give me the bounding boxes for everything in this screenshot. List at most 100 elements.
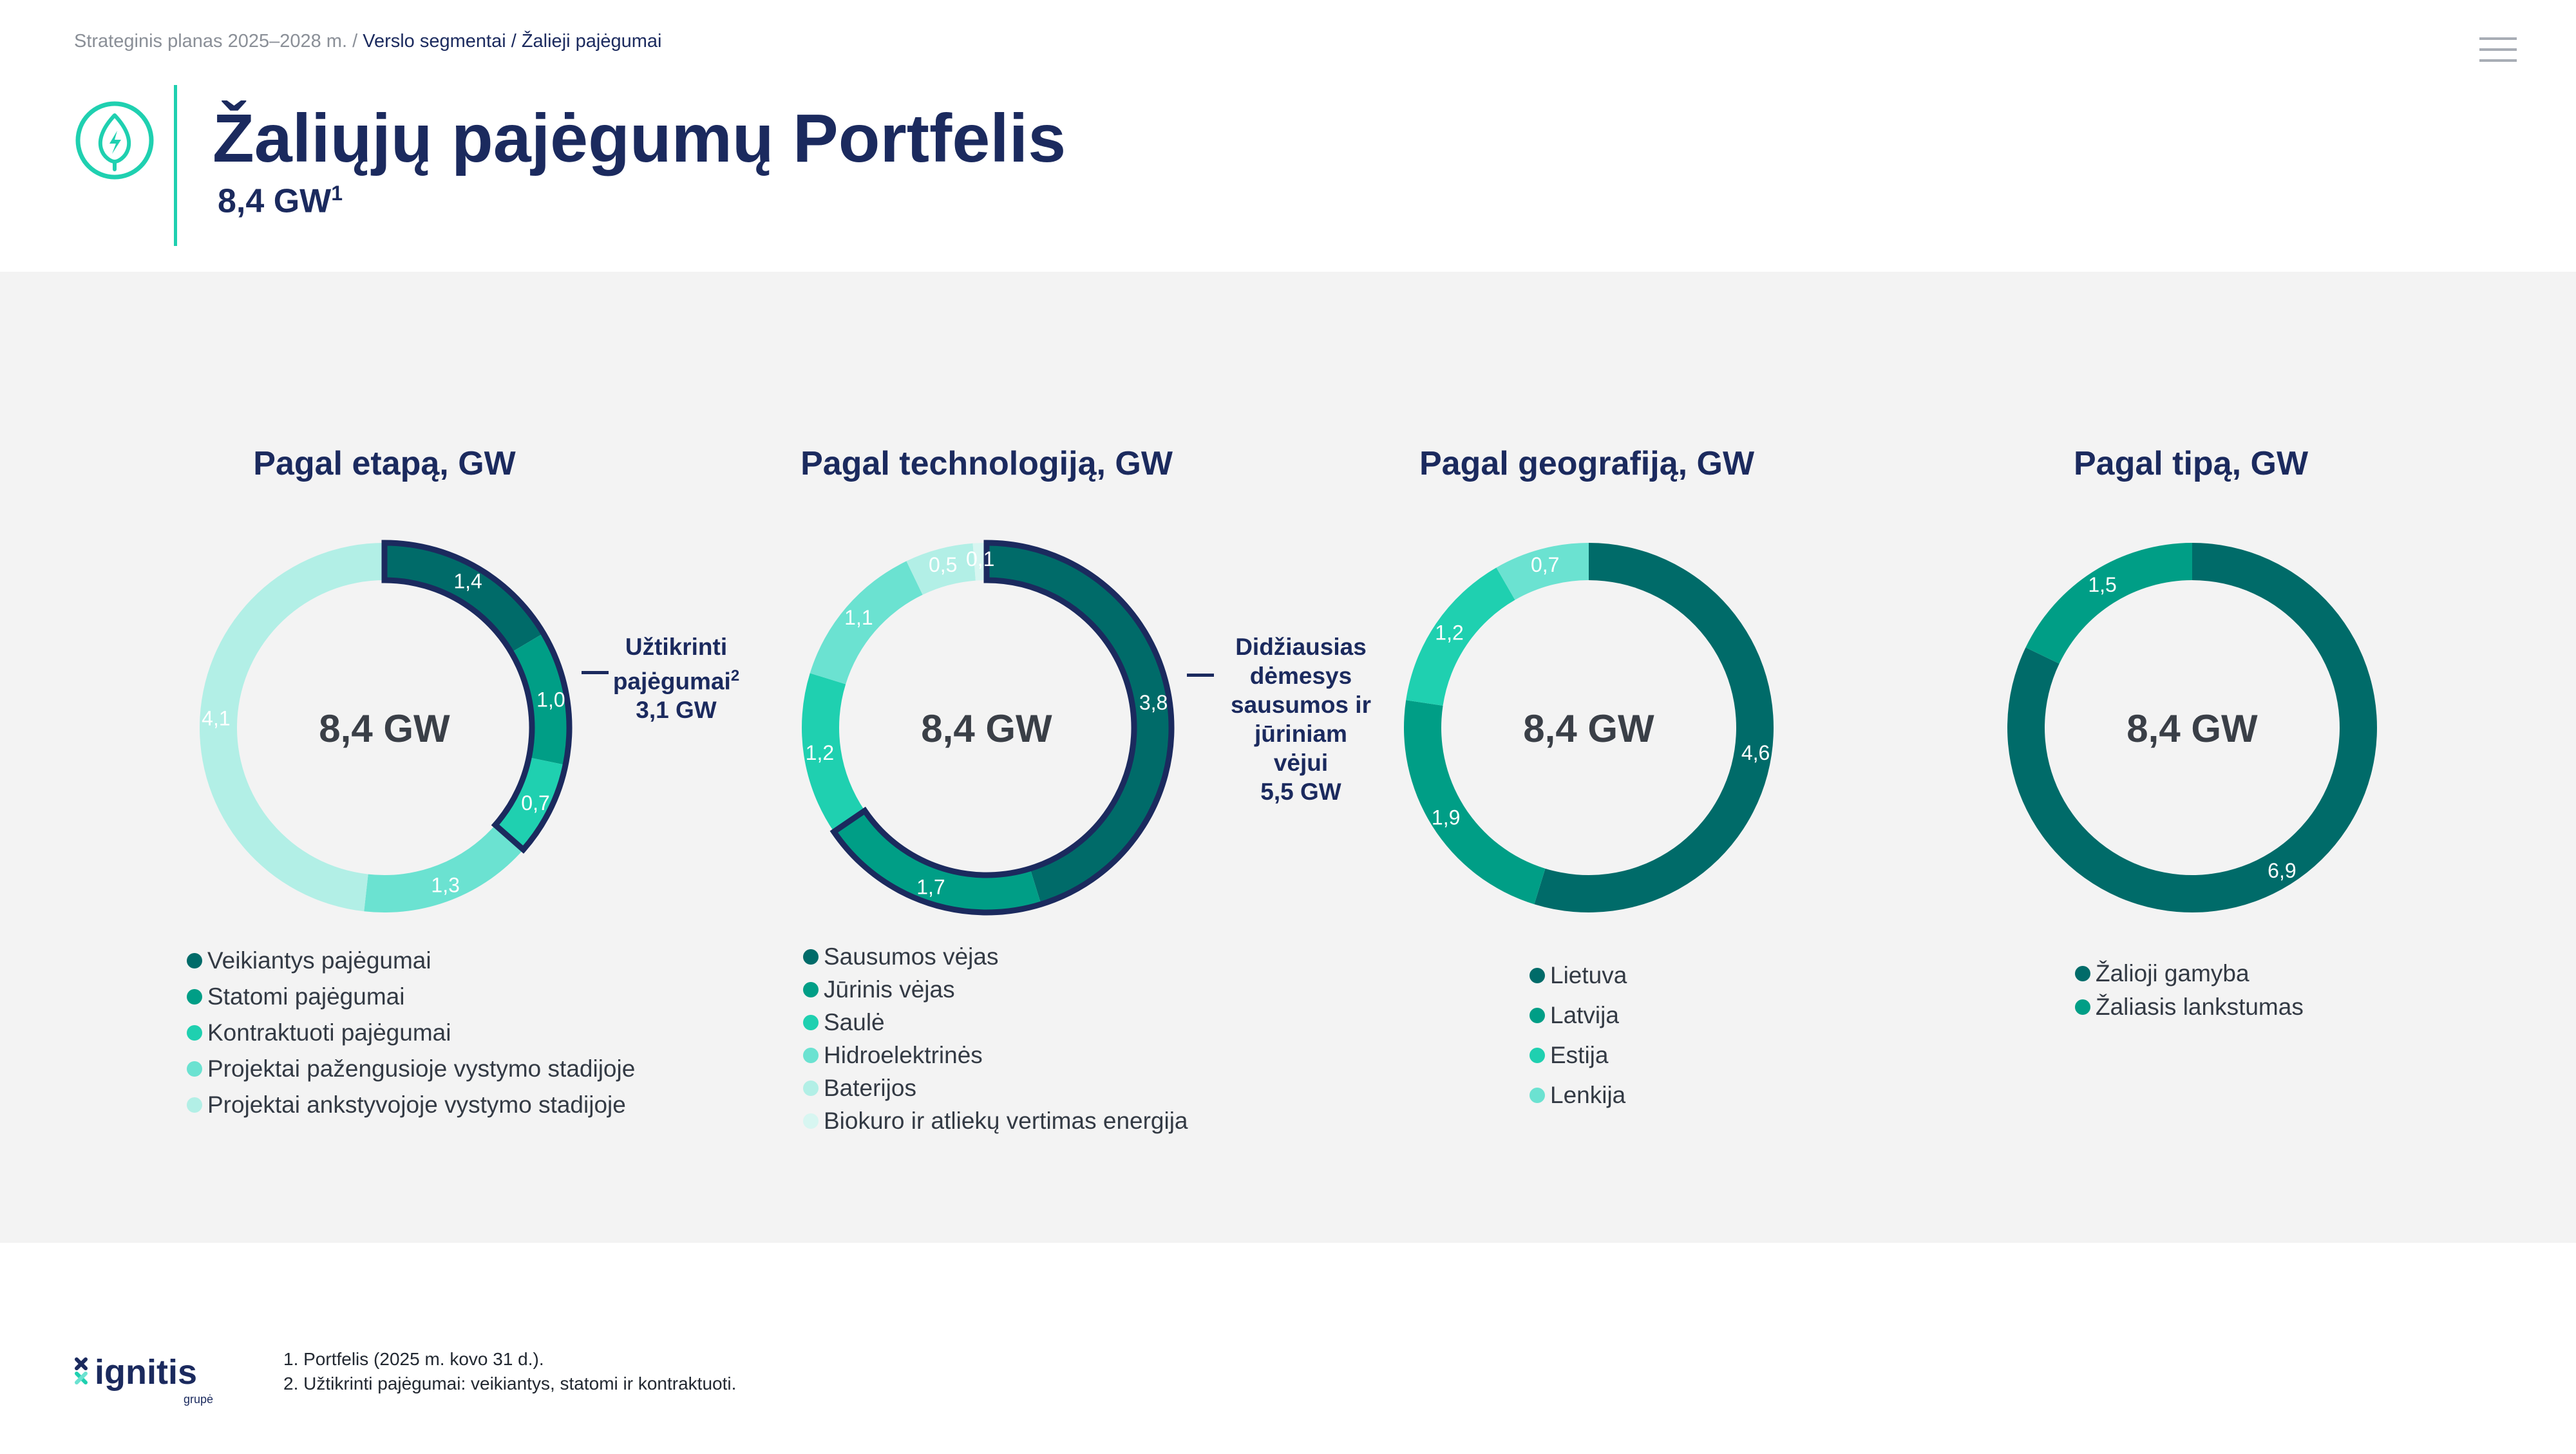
legend-item: Estija bbox=[1530, 1035, 1627, 1075]
legend-label: Estija bbox=[1550, 1042, 1609, 1068]
legend-label: Projektai ankstyvojoje vystymo stadijoje bbox=[207, 1091, 626, 1118]
data-label: 4,1 bbox=[202, 706, 230, 730]
legend-swatch bbox=[187, 953, 202, 968]
legend-label: Lietuva bbox=[1550, 962, 1627, 988]
breadcrumb: Strateginis planas 2025–2028 m. / Verslo… bbox=[74, 31, 661, 52]
donut-segment bbox=[987, 543, 1172, 905]
leaf-bolt-icon bbox=[75, 101, 154, 180]
legend-label: Biokuro ir atliekų vertimas energija bbox=[824, 1107, 1188, 1134]
legend-swatch bbox=[2075, 999, 2090, 1015]
annotation-line: 3,1 GW bbox=[636, 697, 717, 724]
legend-item: Baterijos bbox=[803, 1072, 1188, 1104]
annotation-line: jūriniam bbox=[1255, 721, 1347, 747]
data-label: 1,3 bbox=[431, 873, 459, 896]
legend-label: Žalioji gamyba bbox=[2096, 960, 2249, 987]
legend-item: Sausumos vėjas bbox=[803, 940, 1188, 973]
data-label: 1,2 bbox=[806, 741, 834, 764]
annotation-dash-secured bbox=[582, 671, 609, 674]
donut-segment bbox=[906, 543, 976, 595]
center-total-label: 8,4 GW bbox=[921, 707, 1052, 750]
data-label: 6,9 bbox=[2268, 859, 2296, 882]
annotation-line: 5,5 GW bbox=[1260, 779, 1341, 805]
legend-label: Saulė bbox=[824, 1008, 885, 1035]
data-label: 1,2 bbox=[1435, 621, 1463, 644]
legend-item: Projektai ankstyvojoje vystymo stadijoje bbox=[187, 1087, 635, 1123]
legend-item: Hidroelektrinės bbox=[803, 1039, 1188, 1072]
legend-swatch bbox=[187, 989, 202, 1005]
legend-swatch bbox=[1530, 1088, 1545, 1103]
page-subtitle: 8,4 GW1 bbox=[218, 182, 343, 220]
legend-item: Statomi pajėgumai bbox=[187, 979, 635, 1015]
logo-tagline: grupė bbox=[184, 1393, 213, 1406]
legend-label: Žaliasis lankstumas bbox=[2096, 994, 2304, 1020]
legend-item: Saulė bbox=[803, 1006, 1188, 1039]
donut-segment bbox=[1406, 567, 1515, 706]
legend-label: Projektai pažengusioje vystymo stadijoje bbox=[207, 1055, 636, 1082]
donut-segment bbox=[972, 543, 987, 581]
annotation-secured-capacity: Užtikrinti pajėgumai2 3,1 GW bbox=[612, 632, 741, 724]
legend-swatch bbox=[803, 949, 819, 965]
legend-label: Jūrinis vėjas bbox=[824, 976, 955, 1003]
annotation-line: Užtikrinti bbox=[625, 634, 728, 660]
annotation-line: vėjui bbox=[1273, 750, 1329, 776]
legend-item: Lenkija bbox=[1530, 1075, 1627, 1115]
ignitis-logo: ignitis grupė bbox=[75, 1355, 213, 1406]
breadcrumb-current[interactable]: Verslo segmentai / Žalieji pajėgumai bbox=[363, 31, 662, 52]
legend-label: Hidroelektrinės bbox=[824, 1041, 983, 1068]
legend-item: Latvija bbox=[1530, 996, 1627, 1035]
footnote-1: 1. Portfelis (2025 m. kovo 31 d.). bbox=[283, 1349, 544, 1369]
logo-wordmark: ignitis bbox=[95, 1355, 197, 1392]
data-label: 4,6 bbox=[1741, 741, 1770, 764]
data-label: 1,1 bbox=[844, 606, 873, 629]
header-divider bbox=[174, 85, 177, 246]
legend-swatch bbox=[1530, 1008, 1545, 1023]
legend-swatch bbox=[1530, 968, 1545, 983]
legend-item: Žalioji gamyba bbox=[2075, 957, 2304, 990]
donut-segment bbox=[511, 633, 569, 765]
highlight-outline bbox=[381, 540, 573, 854]
subtitle-footnote-ref: 1 bbox=[331, 182, 343, 205]
data-label: 0,7 bbox=[1531, 553, 1559, 576]
legend-label: Statomi pajėgumai bbox=[207, 983, 405, 1010]
legend-label: Kontraktuoti pajėgumai bbox=[207, 1019, 451, 1046]
legend-swatch bbox=[187, 1025, 202, 1041]
annotation-line: pajėgumai2 bbox=[612, 661, 741, 695]
annotation-line: dėmesys bbox=[1249, 663, 1352, 689]
legend-item: Jūrinis vėjas bbox=[803, 973, 1188, 1006]
chart-title-technology: Pagal technologiją, GW bbox=[800, 445, 1173, 482]
data-label: 0,5 bbox=[929, 553, 957, 576]
legend-swatch bbox=[1530, 1048, 1545, 1063]
legend-item: Žaliasis lankstumas bbox=[2075, 990, 2304, 1024]
center-total-label: 8,4 GW bbox=[319, 707, 450, 750]
donut-segment bbox=[1496, 543, 1589, 600]
legend-label: Latvija bbox=[1550, 1002, 1619, 1028]
legend-swatch bbox=[803, 1113, 819, 1129]
data-label: 1,7 bbox=[916, 875, 945, 898]
legend-item: Veikiantys pajėgumai bbox=[187, 943, 635, 979]
legend-swatch bbox=[803, 1080, 819, 1096]
donut-segment bbox=[1404, 700, 1546, 905]
breadcrumb-root[interactable]: Strateginis planas 2025–2028 m. / bbox=[74, 31, 358, 52]
legend-label: Veikiantys pajėgumai bbox=[207, 947, 431, 974]
annotation-dash-wind bbox=[1187, 674, 1214, 677]
annotation-line-text: pajėgumai bbox=[612, 668, 731, 695]
footnotes: 1. Portfelis (2025 m. kovo 31 d.). 2. Už… bbox=[283, 1347, 736, 1396]
donut-segment bbox=[200, 543, 384, 912]
annotation-wind-focus: Didžiausias dėmesys sausumos ir jūriniam… bbox=[1220, 632, 1381, 806]
annotation-line: Didžiausias bbox=[1235, 634, 1367, 660]
legend-geography: Lietuva Latvija Estija Lenkija bbox=[1530, 956, 1627, 1115]
legend-item: Projektai pažengusioje vystymo stadijoje bbox=[187, 1051, 635, 1087]
donut-segment bbox=[495, 757, 566, 850]
highlight-outline bbox=[829, 540, 1175, 916]
chart-title-geography: Pagal geografiją, GW bbox=[1419, 445, 1755, 482]
chart-title-stage: Pagal etapą, GW bbox=[253, 445, 516, 482]
legend-type: Žalioji gamyba Žaliasis lankstumas bbox=[2075, 957, 2304, 1024]
data-label: 1,5 bbox=[2088, 573, 2116, 596]
center-total-label: 8,4 GW bbox=[1523, 707, 1654, 750]
data-label: 1,9 bbox=[1432, 806, 1460, 829]
charts-panel: 1,4 1,0 0,7 1,3 4,1 8,4 GW 3,8 1,7 1,2 1,1 0,5 0,1 8… bbox=[0, 272, 2576, 1243]
donut-segment bbox=[364, 825, 524, 912]
legend-label: Lenkija bbox=[1550, 1082, 1626, 1108]
annotation-line: sausumos ir bbox=[1231, 692, 1371, 718]
hamburger-menu-icon[interactable] bbox=[2479, 37, 2517, 63]
